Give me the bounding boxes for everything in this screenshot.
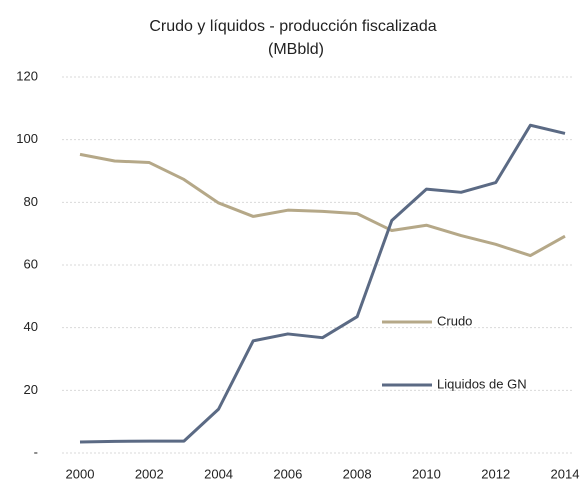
- y-tick-label: 120: [16, 68, 38, 83]
- series-line: [79, 152, 566, 258]
- x-tick-label: 2006: [273, 466, 302, 481]
- y-tick-label: 100: [16, 131, 38, 146]
- legend-label: Crudo: [437, 313, 472, 328]
- x-tick-label: 2000: [66, 466, 95, 481]
- y-tick-label: -: [34, 444, 38, 459]
- x-tick-label: 2010: [412, 466, 441, 481]
- y-tick-label: 80: [24, 194, 38, 209]
- x-tick-label: 2004: [204, 466, 233, 481]
- y-tick-label: 40: [24, 319, 38, 334]
- series-line: [79, 123, 566, 444]
- chart-subtitle: (MBbld): [268, 41, 324, 58]
- chart-title: Crudo y líquidos - producción fiscalizad…: [149, 18, 436, 35]
- legend-label: Liquidos de GN: [437, 376, 527, 391]
- x-tick-label: 2012: [481, 466, 510, 481]
- x-tick-label: 2014: [551, 466, 580, 481]
- x-tick-label: 2008: [343, 466, 372, 481]
- y-tick-label: 20: [24, 382, 38, 397]
- y-tick-label: 60: [24, 256, 38, 271]
- x-tick-label: 2002: [135, 466, 164, 481]
